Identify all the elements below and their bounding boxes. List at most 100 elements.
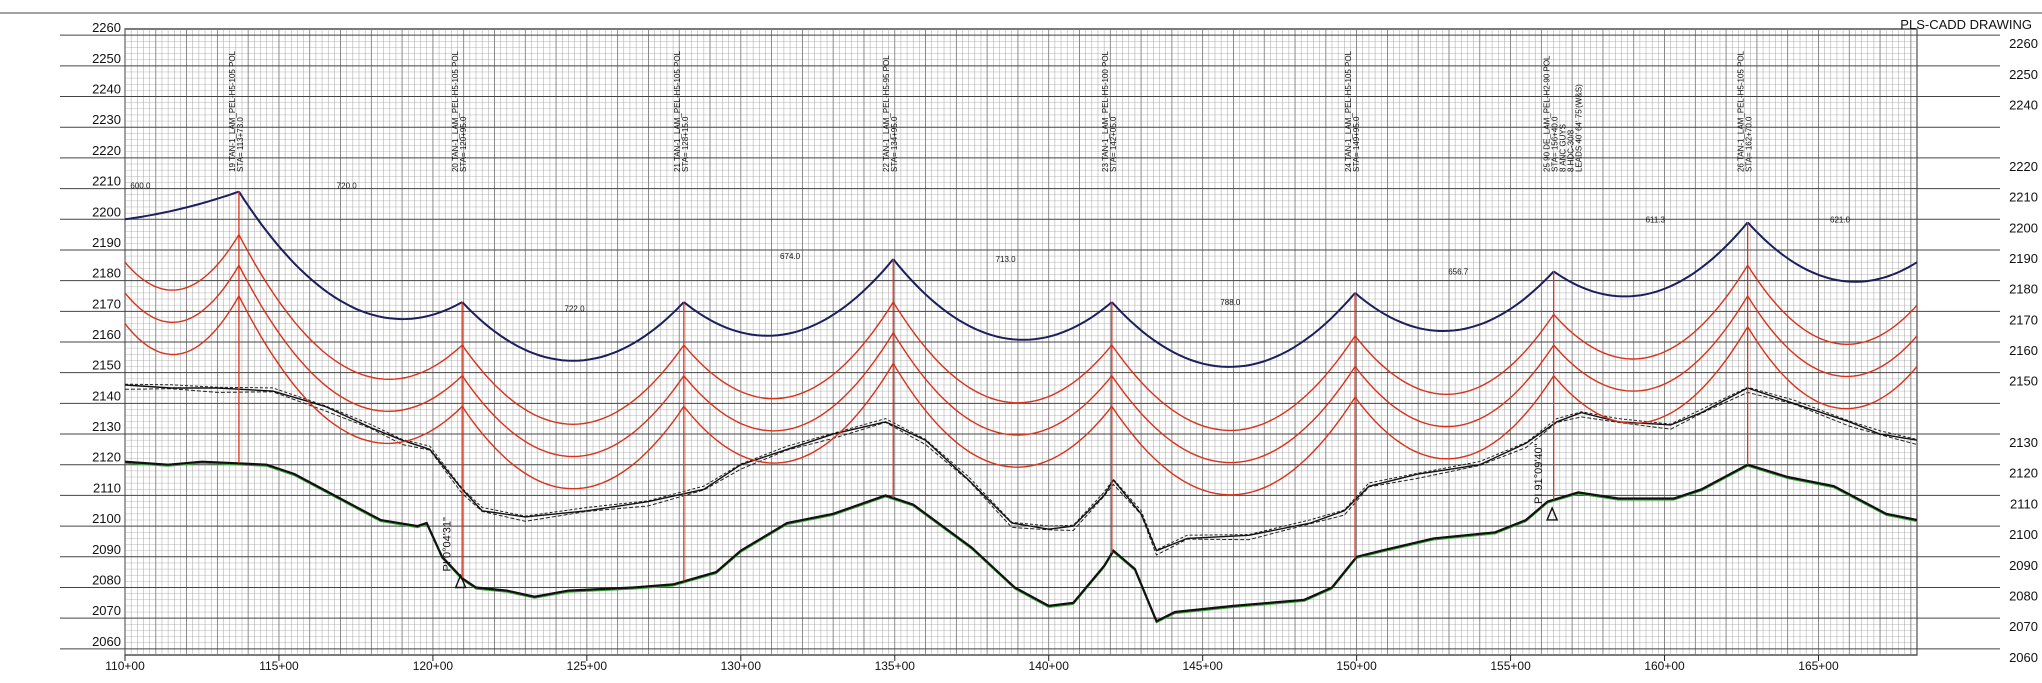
clearance-curve — [1354, 375, 1555, 460]
structure-station-label: STA= 113+73.0 — [236, 117, 245, 172]
clearance-curve — [683, 332, 894, 432]
station-label: 155+00 — [1490, 659, 1531, 673]
elevation-label-right: 2090 — [2009, 558, 2038, 573]
clearance-curve — [892, 332, 1113, 436]
structure-label: 23 TAN-1_LAM_PEL-H5-100 POL — [1101, 50, 1110, 172]
elevation-label-left: 2180 — [92, 266, 121, 281]
elevation-label-right: 2250 — [2009, 67, 2038, 82]
structure-extra-label: 8 ANC GUYS — [1559, 124, 1568, 172]
station-label: 130+00 — [721, 659, 762, 673]
clearance-curve — [1354, 314, 1555, 395]
span-length-label: 674.0 — [780, 252, 801, 261]
clearance-curve — [124, 295, 240, 356]
structure-station-label: STA= 149+95.0 — [1352, 116, 1361, 172]
elevation-label-right: 2150 — [2009, 374, 2038, 389]
structure-label: 21 TAN-1_LAM_PEL-H5-105 POL — [673, 50, 682, 172]
elevation-label-left: 2090 — [92, 542, 121, 557]
conductor-catenaries — [124, 190, 1918, 496]
pi-triangle-marker — [454, 573, 467, 589]
grid — [0, 12, 2042, 656]
elevation-label-left: 2220 — [92, 143, 121, 158]
structure-label: 22 TAN-1_LAM_PEL-H5-95 POL — [882, 55, 891, 172]
structure-station-label: STA= 162+70.0 — [1745, 116, 1754, 172]
span-length-label: 722.0 — [565, 304, 586, 313]
clearance-curve — [1553, 295, 1749, 392]
clearance-curve — [461, 344, 685, 426]
elevation-label-right: 2060 — [2009, 650, 2038, 665]
structures: 19 TAN-1_LAM_PEL-H5-105 POL STA= 113+73.0… — [228, 50, 1754, 582]
station-label: 125+00 — [567, 659, 608, 673]
station-label: 120+00 — [413, 659, 454, 673]
ground-upper-offset-dashed — [124, 388, 1918, 556]
pi-triangle-marker — [1546, 506, 1559, 521]
ground-upper-line — [124, 384, 1918, 552]
clearance-curve — [1553, 264, 1749, 360]
pi-angle-label: PI 0°04'31" — [442, 517, 454, 572]
structure-station-label: STA= 128+15.0 — [681, 116, 690, 172]
station-label: 145+00 — [1182, 659, 1223, 673]
elevation-label-right: 2170 — [2009, 312, 2038, 327]
clearance-curve — [238, 264, 463, 413]
top-conductor-span — [1553, 221, 1749, 298]
elevation-label-left: 2250 — [92, 51, 121, 66]
top-conductor-span — [1746, 221, 1918, 283]
clearance-curve — [1111, 366, 1356, 464]
clearance-curve — [461, 406, 685, 490]
top-conductor-span — [238, 191, 463, 321]
elevation-label-right: 2100 — [2009, 527, 2038, 542]
elevation-label-right: 2210 — [2009, 190, 2038, 205]
top-conductor-span — [1354, 270, 1555, 332]
structure-label: 26 TAN-1_LAM_PEL-H5-105 POL — [1737, 50, 1746, 172]
station-label: 150+00 — [1336, 659, 1377, 673]
elevation-label-right: 2180 — [2009, 282, 2038, 297]
elevation-label-right: 2220 — [2009, 159, 2038, 174]
span-length-label: 656.7 — [1448, 267, 1469, 276]
structure-station-label: STA= 134+95.0 — [890, 116, 899, 172]
station-label: 165+00 — [1798, 659, 1839, 673]
elevation-label-right: 2070 — [2009, 619, 2038, 634]
structure-station-label: STA= 120+95.0 — [459, 116, 468, 172]
span-length-label: 611.3 — [1646, 215, 1666, 224]
ground-profile — [124, 383, 1918, 624]
structure-label: 25 90 DE_LAM_PEL-H2-90 POL — [1543, 55, 1552, 172]
elevation-label-right: 2080 — [2009, 588, 2038, 603]
clearance-curve — [892, 301, 1113, 404]
elevation-label-left: 2170 — [92, 296, 121, 311]
clearance-curve — [1553, 326, 1749, 424]
elevation-label-left: 2240 — [92, 82, 121, 97]
clearance-curve — [1354, 344, 1555, 428]
span-length-label: 621.0 — [1830, 215, 1851, 224]
elevation-label-right: 2120 — [2009, 466, 2038, 481]
span-length-label: 720.0 — [337, 182, 358, 191]
station-label: 135+00 — [875, 659, 916, 673]
elevation-label-right: 2190 — [2009, 251, 2038, 266]
elevation-label-left: 2110 — [93, 480, 121, 495]
structure-extra-label: 8 HDC-30/8 — [1567, 129, 1576, 172]
clearance-curve — [238, 234, 463, 381]
structure-extra-label: LEADS 40' 64' 75'(W&S) — [1575, 84, 1584, 172]
ground-upper-offset-dashed — [124, 383, 1918, 551]
elevation-label-left: 2070 — [92, 603, 121, 618]
structure-label: 20 TAN-1_LAM_PEL-H5-105 POL — [451, 50, 460, 172]
elevation-label-left: 2140 — [92, 388, 121, 403]
clearance-curve — [892, 363, 1113, 468]
ground-lower-line — [124, 460, 1918, 623]
elevation-label-left: 2130 — [92, 419, 121, 434]
elevation-label-left: 2230 — [92, 112, 121, 127]
pi-angle-label: PI 91°09'40" — [1533, 443, 1545, 504]
elevation-label-left: 2060 — [92, 634, 121, 649]
elevation-label-left: 2210 — [92, 174, 121, 189]
elevation-label-left: 2190 — [92, 235, 121, 250]
elevation-label-left: 2120 — [92, 450, 121, 465]
station-label: 140+00 — [1029, 659, 1070, 673]
elevation-label-right: 2130 — [2009, 435, 2038, 450]
top-conductor-span — [124, 190, 240, 221]
elevation-label-right: 2200 — [2009, 220, 2038, 235]
drawing-title: PLS-CADD DRAWING — [1900, 17, 2032, 32]
clearance-curve — [683, 363, 894, 464]
elevation-label-left: 2200 — [92, 204, 121, 219]
elevation-label-right: 2160 — [2009, 343, 2038, 358]
top-conductor-span — [892, 258, 1113, 341]
labels: 2260 2250 2240 2230 2220 2210 2200 2190 2180 2170… — [92, 20, 2038, 673]
